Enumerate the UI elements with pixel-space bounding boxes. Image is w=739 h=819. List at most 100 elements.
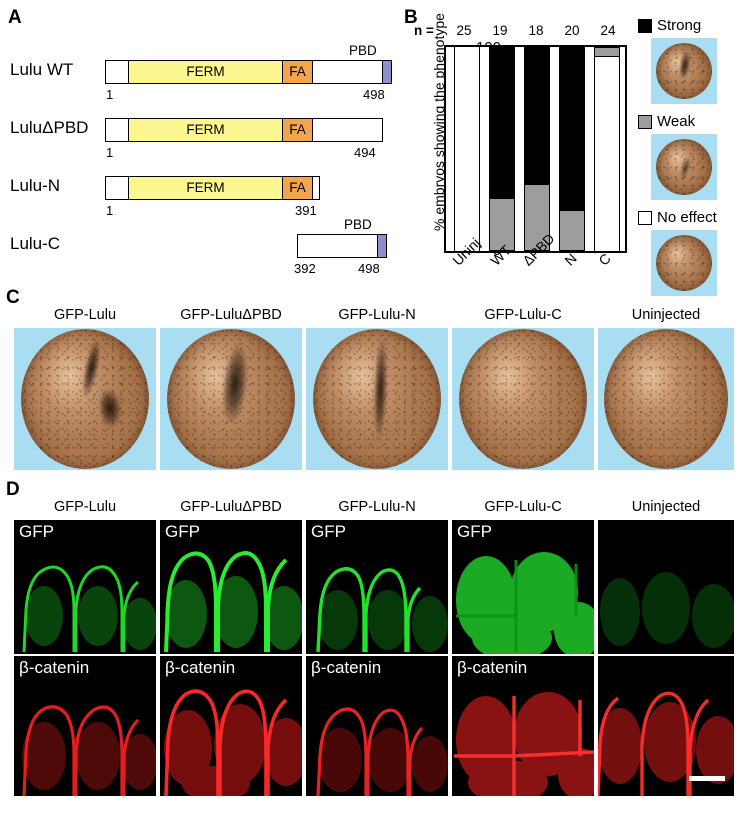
pbd-tag-c: PBD xyxy=(344,217,372,232)
channel-tag-bcatenin: β-catenin xyxy=(165,658,236,677)
legend-swatch-no-effect-icon xyxy=(638,210,652,225)
panel-c-letter: C xyxy=(6,287,20,308)
bcatenin-cells-graphic xyxy=(160,656,302,796)
segment-label-ferm: FERM xyxy=(186,180,225,196)
cell-field-gfp xyxy=(598,520,734,654)
construct-label-wt: Lulu WT xyxy=(10,60,74,79)
segment-nterm xyxy=(106,119,128,141)
bar-segment-no-effect xyxy=(455,47,479,251)
segment-label-fa: FA xyxy=(289,122,306,138)
bar-segment-strong xyxy=(525,47,549,184)
bar-segment-weak xyxy=(595,47,619,58)
embryo-body xyxy=(656,43,712,99)
coord-start-c: 392 xyxy=(294,261,316,276)
channel-tag-bcatenin: β-catenin xyxy=(19,658,90,677)
construct-row-n: Lulu-N FERM FA 1 391 xyxy=(10,174,395,217)
pbd-tag-wt: PBD xyxy=(349,43,377,58)
coord-start-dpbd: 1 xyxy=(106,145,114,160)
n-value-uninj: 25 xyxy=(456,23,472,38)
legend-label-weak: Weak xyxy=(657,113,696,130)
embryo-texture xyxy=(604,329,728,469)
panel-c-column-title-3: GFP-Lulu-C xyxy=(484,307,562,323)
segment-label-ferm: FERM xyxy=(186,122,225,138)
cell-field-gfp xyxy=(306,520,448,654)
legend-label-strong: Strong xyxy=(657,17,702,34)
construct-label-dpbd: LuluΔPBD xyxy=(10,118,89,137)
embryo-plate xyxy=(14,328,156,470)
panel-c-column-title-0: GFP-Lulu xyxy=(53,307,117,323)
segment-cterm xyxy=(313,61,382,83)
domain-bar-wt: FERM FA xyxy=(105,60,392,84)
segment-cterm xyxy=(298,235,377,257)
legend-thumbnail-weak xyxy=(651,134,717,200)
panel-d-column-title-4: Uninjected xyxy=(631,499,701,515)
segment-fa: FA xyxy=(283,61,313,83)
panel-b-letter: B xyxy=(404,7,418,28)
coord-end-wt: 498 xyxy=(363,87,385,102)
panel-d-column-title-2: GFP-Lulu-N xyxy=(338,499,416,515)
panel-d-column-title-3: GFP-Lulu-C xyxy=(484,499,562,515)
gfp-cells-graphic xyxy=(598,520,734,654)
bcatenin-cells-graphic xyxy=(452,656,594,796)
cell-field-bcatenin xyxy=(306,656,448,796)
panel-d-gfp-tile-4 xyxy=(598,520,734,654)
gfp-cells-graphic xyxy=(160,520,302,654)
channel-tag-bcatenin: β-catenin xyxy=(311,658,382,677)
cell-field-gfp xyxy=(160,520,302,654)
panel-d: D GFP-Lulu GFP-LuluΔPBD GFP-Lulu-N GFP-L… xyxy=(0,478,739,819)
n-value-dpbd: 18 xyxy=(528,23,544,38)
segment-cterm xyxy=(313,177,319,199)
domain-bar-dpbd: FERM FA xyxy=(105,118,383,142)
n-value-wt: 19 xyxy=(492,23,508,38)
bar-wt xyxy=(489,47,515,251)
bcatenin-cells-graphic xyxy=(598,656,734,796)
panel-d-bcat-tile-3: β-catenin xyxy=(452,656,594,796)
bar-n xyxy=(559,47,585,251)
bar-segment-strong xyxy=(560,47,584,211)
n-value-n: 20 xyxy=(564,23,580,38)
bar-segment-strong xyxy=(490,47,514,198)
bar-c xyxy=(594,47,620,251)
legend-entry-strong: Strong xyxy=(638,18,701,33)
panel-d-gfp-tile-0: GFP xyxy=(14,520,156,654)
bcatenin-cells-graphic xyxy=(306,656,448,796)
bar-segment-no-effect xyxy=(595,57,619,251)
x-tick-n: N xyxy=(561,250,580,269)
panel-c-embryo-0 xyxy=(14,328,156,470)
x-tick-c: C xyxy=(595,250,614,269)
legend-label-no-effect: No effect xyxy=(657,209,717,226)
construct-label-n: Lulu-N xyxy=(10,176,61,195)
panel-d-gfp-tile-3: GFP xyxy=(452,520,594,654)
construct-row-c: Lulu-C PBD 392 498 xyxy=(10,218,395,275)
legend-thumbnail-strong xyxy=(651,38,717,104)
channel-tag-bcatenin: β-catenin xyxy=(457,658,528,677)
coord-end-c: 498 xyxy=(358,261,380,276)
embryo-texture xyxy=(656,235,712,291)
domain-bar-c xyxy=(297,234,387,258)
domain-bar-n: FERM FA xyxy=(105,176,320,200)
embryo-plate xyxy=(452,328,594,470)
channel-tag-gfp: GFP xyxy=(457,522,492,541)
panel-c-column-title-4: Uninjected xyxy=(631,307,701,323)
panel-d-bcat-tile-4 xyxy=(598,656,734,796)
embryo-texture xyxy=(459,329,587,469)
coord-end-n: 391 xyxy=(295,203,317,218)
segment-label-ferm: FERM xyxy=(186,64,225,80)
gfp-cells-graphic xyxy=(306,520,448,654)
bar-uninj xyxy=(454,47,480,251)
bcatenin-cells-graphic xyxy=(14,656,156,796)
embryo-plate xyxy=(160,328,302,470)
embryo-body xyxy=(167,329,295,469)
embryo-image-no-effect xyxy=(651,230,717,296)
construct-row-dpbd: LuluΔPBD FERM FA 1 494 xyxy=(10,116,395,159)
coord-start-wt: 1 xyxy=(106,87,114,102)
scale-bar xyxy=(689,776,725,781)
gfp-cells-graphic xyxy=(452,520,594,654)
embryo-texture xyxy=(21,329,149,469)
panel-d-column-title-1: GFP-LuluΔPBD xyxy=(180,499,282,515)
embryo-image-weak xyxy=(651,134,717,200)
channel-tag-gfp: GFP xyxy=(311,522,346,541)
segment-pbd xyxy=(382,61,391,83)
segment-nterm xyxy=(106,177,128,199)
panel-c-embryo-2 xyxy=(306,328,448,470)
